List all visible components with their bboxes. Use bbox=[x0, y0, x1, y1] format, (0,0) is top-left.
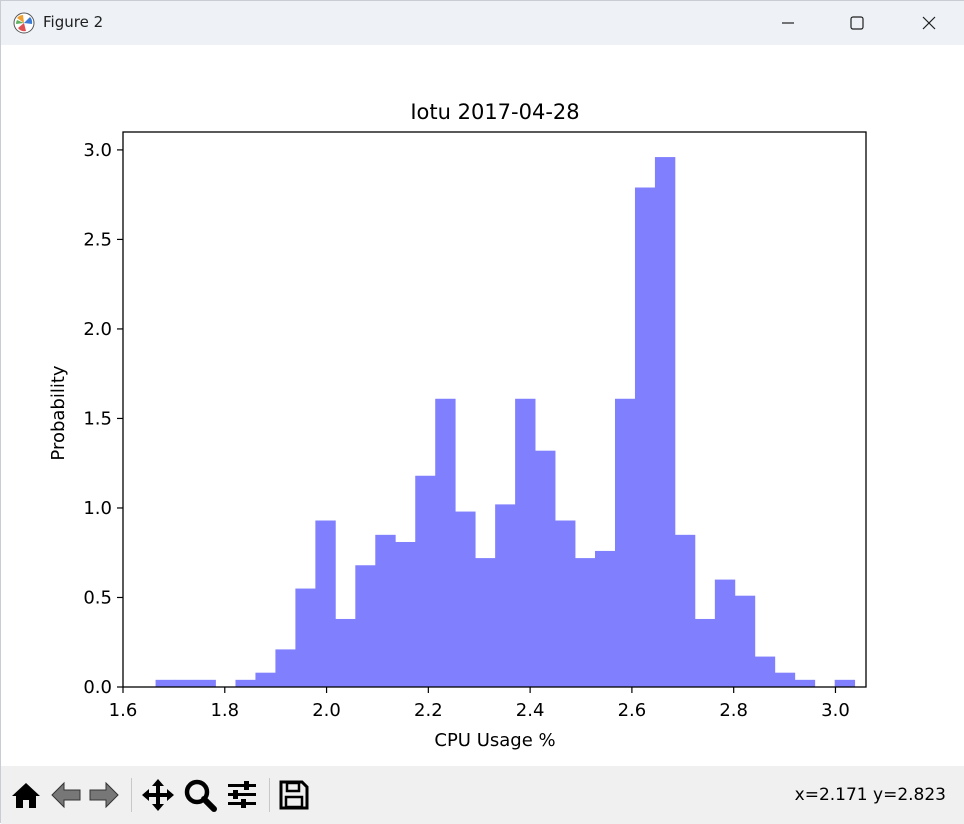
x-tick-label: 3.0 bbox=[821, 700, 850, 721]
histogram-bar bbox=[435, 398, 456, 687]
histogram-bar bbox=[714, 579, 736, 687]
title-bar[interactable]: Figure 2 bbox=[1, 1, 964, 45]
save-icon bbox=[279, 780, 309, 810]
histogram-bar bbox=[155, 679, 176, 687]
toolbar-separator bbox=[269, 778, 270, 812]
x-tick-label: 2.6 bbox=[618, 700, 647, 721]
zoom-button[interactable] bbox=[181, 776, 219, 814]
histogram-bar bbox=[515, 398, 536, 687]
matplotlib-logo-icon bbox=[13, 12, 35, 34]
histogram-bar bbox=[475, 558, 496, 687]
histogram-bar bbox=[415, 475, 436, 687]
x-axis-ticks: 1.6 1.8 2.0 2.2 2.4 2.6 2.8 3.0 bbox=[109, 687, 850, 721]
home-icon bbox=[12, 783, 40, 808]
histogram-bar bbox=[175, 679, 196, 687]
histogram-bar bbox=[275, 649, 296, 687]
y-tick-label: 2.5 bbox=[83, 229, 112, 250]
histogram-bar bbox=[654, 157, 676, 687]
y-tick-label: 2.0 bbox=[83, 319, 112, 340]
histogram-bar bbox=[754, 656, 776, 687]
histogram-bar bbox=[355, 565, 376, 687]
x-tick-label: 2.8 bbox=[719, 700, 748, 721]
back-button[interactable] bbox=[47, 776, 85, 814]
histogram-bar bbox=[794, 679, 816, 687]
toolbar-separator bbox=[131, 778, 132, 812]
histogram-bar bbox=[235, 679, 256, 687]
histogram-bar bbox=[634, 187, 656, 687]
minimize-icon bbox=[782, 22, 794, 24]
minimize-button[interactable] bbox=[765, 1, 811, 45]
histogram-bar bbox=[734, 595, 756, 687]
configure-subplots-icon bbox=[228, 781, 256, 808]
histogram-bar bbox=[774, 672, 796, 687]
x-tick-label: 2.0 bbox=[312, 700, 341, 721]
close-button[interactable] bbox=[906, 1, 952, 45]
y-axis-label: Probability bbox=[48, 365, 69, 460]
x-tick-label: 1.8 bbox=[210, 700, 239, 721]
y-tick-label: 1.0 bbox=[83, 498, 112, 519]
back-arrow-icon bbox=[51, 781, 81, 809]
histogram-bar bbox=[614, 398, 636, 687]
home-button[interactable] bbox=[7, 776, 45, 814]
pan-button[interactable] bbox=[139, 776, 177, 814]
configure-subplots-button[interactable] bbox=[223, 776, 261, 814]
x-tick-label: 2.4 bbox=[516, 700, 545, 721]
y-tick-label: 0.0 bbox=[83, 677, 112, 698]
forward-button[interactable] bbox=[85, 776, 123, 814]
histogram-bar bbox=[455, 511, 476, 687]
histogram-bar bbox=[375, 534, 396, 687]
y-tick-label: 3.0 bbox=[83, 140, 112, 161]
histogram-bar bbox=[595, 550, 616, 687]
histogram-bar bbox=[535, 450, 556, 687]
x-axis-label: CPU Usage % bbox=[434, 730, 555, 751]
axes-frame bbox=[122, 131, 867, 688]
maximize-button[interactable] bbox=[834, 1, 880, 45]
maximize-icon bbox=[850, 16, 864, 30]
zoom-icon bbox=[184, 779, 217, 812]
histogram-bar bbox=[674, 534, 696, 687]
x-tick-label: 2.2 bbox=[414, 700, 443, 721]
close-icon bbox=[922, 16, 936, 30]
histogram-bar bbox=[255, 672, 276, 687]
histogram-bar bbox=[315, 520, 336, 687]
forward-arrow-icon bbox=[89, 781, 119, 809]
x-tick-label: 1.6 bbox=[109, 700, 138, 721]
pan-move-icon bbox=[142, 779, 174, 811]
y-axis-ticks: 0.0 0.5 1.0 1.5 2.0 2.5 3.0 bbox=[83, 140, 123, 698]
histogram-bar bbox=[694, 618, 716, 687]
histogram-bar bbox=[555, 520, 576, 687]
histogram-bar bbox=[395, 541, 416, 687]
chart-title: Iotu 2017-04-28 bbox=[410, 100, 579, 124]
histogram-bar bbox=[495, 504, 516, 687]
histogram-bar bbox=[295, 588, 316, 687]
navigation-toolbar: x=2.171 y=2.823 bbox=[1, 766, 964, 824]
histogram-bars bbox=[155, 157, 856, 687]
save-button[interactable] bbox=[275, 776, 313, 814]
histogram-bar bbox=[575, 558, 596, 687]
window-title: Figure 2 bbox=[43, 13, 104, 31]
histogram-bar bbox=[834, 679, 856, 687]
histogram-bar bbox=[335, 618, 356, 687]
y-tick-label: 0.5 bbox=[83, 587, 112, 608]
cursor-coordinates: x=2.171 y=2.823 bbox=[794, 785, 946, 805]
histogram-chart: Iotu 2017-04-28 1.6 1.8 2.0 2.2 2.4 2.6 2.8 3.0… bbox=[48, 100, 867, 751]
histogram-bar bbox=[195, 679, 216, 687]
figure-canvas[interactable]: Iotu 2017-04-28 1.6 1.8 2.0 2.2 2.4 2.6 2.8 3.0… bbox=[1, 45, 964, 766]
y-tick-label: 1.5 bbox=[83, 408, 112, 429]
